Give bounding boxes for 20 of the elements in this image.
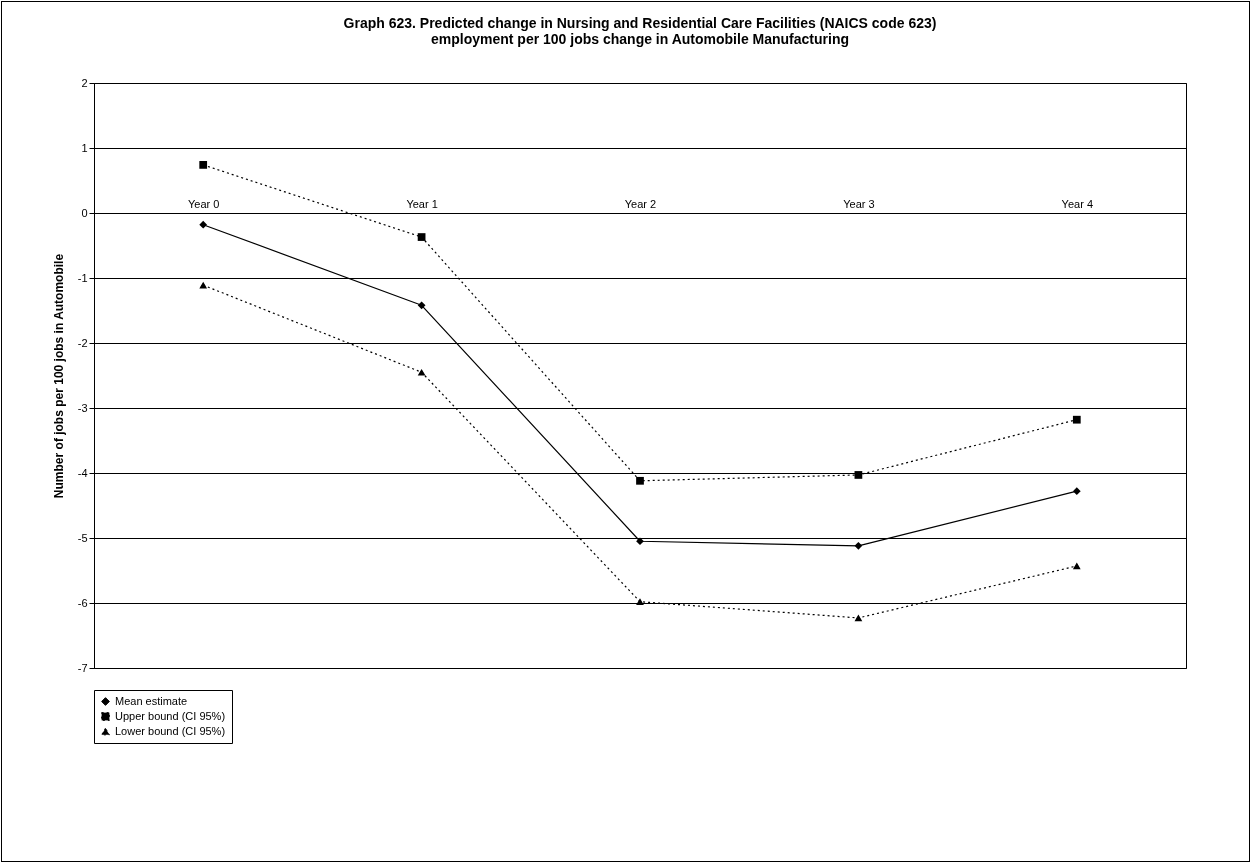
y-tick-label: -2 [77,336,88,349]
y-tick-label: -1 [77,271,88,284]
x-tick-label: Year 1 [406,197,438,210]
legend-label: Upper bound (CI 95%) [115,709,226,722]
y-tick-label: -4 [77,466,88,479]
legend-label: Mean estimate [115,694,188,707]
chart-title: Graph 623. Predicted change in Nursing and Residential Care Facilities (NAICS code 623) employment per 100 jobs change in Automobile Manufacturing [343,15,937,47]
y-tick-label: 0 [81,206,88,219]
y-axis-title: Number of jobs per 100 jobs in Automobile [51,253,66,499]
y-tick-label: -5 [77,531,88,544]
x-tick-label: Year 4 [1061,197,1093,210]
x-tick-label: Year 0 [188,197,220,210]
legend-label: Lower bound (CI 95%) [115,724,226,737]
y-tick-label: 1 [81,141,88,154]
y-tick-label: 2 [81,76,88,89]
y-tick-label: -7 [77,661,88,674]
x-tick-label: Year 2 [624,197,657,210]
y-tick-label: -3 [77,401,88,414]
y-tick-label: -6 [77,596,88,609]
x-tick-label: Year 3 [843,197,875,210]
